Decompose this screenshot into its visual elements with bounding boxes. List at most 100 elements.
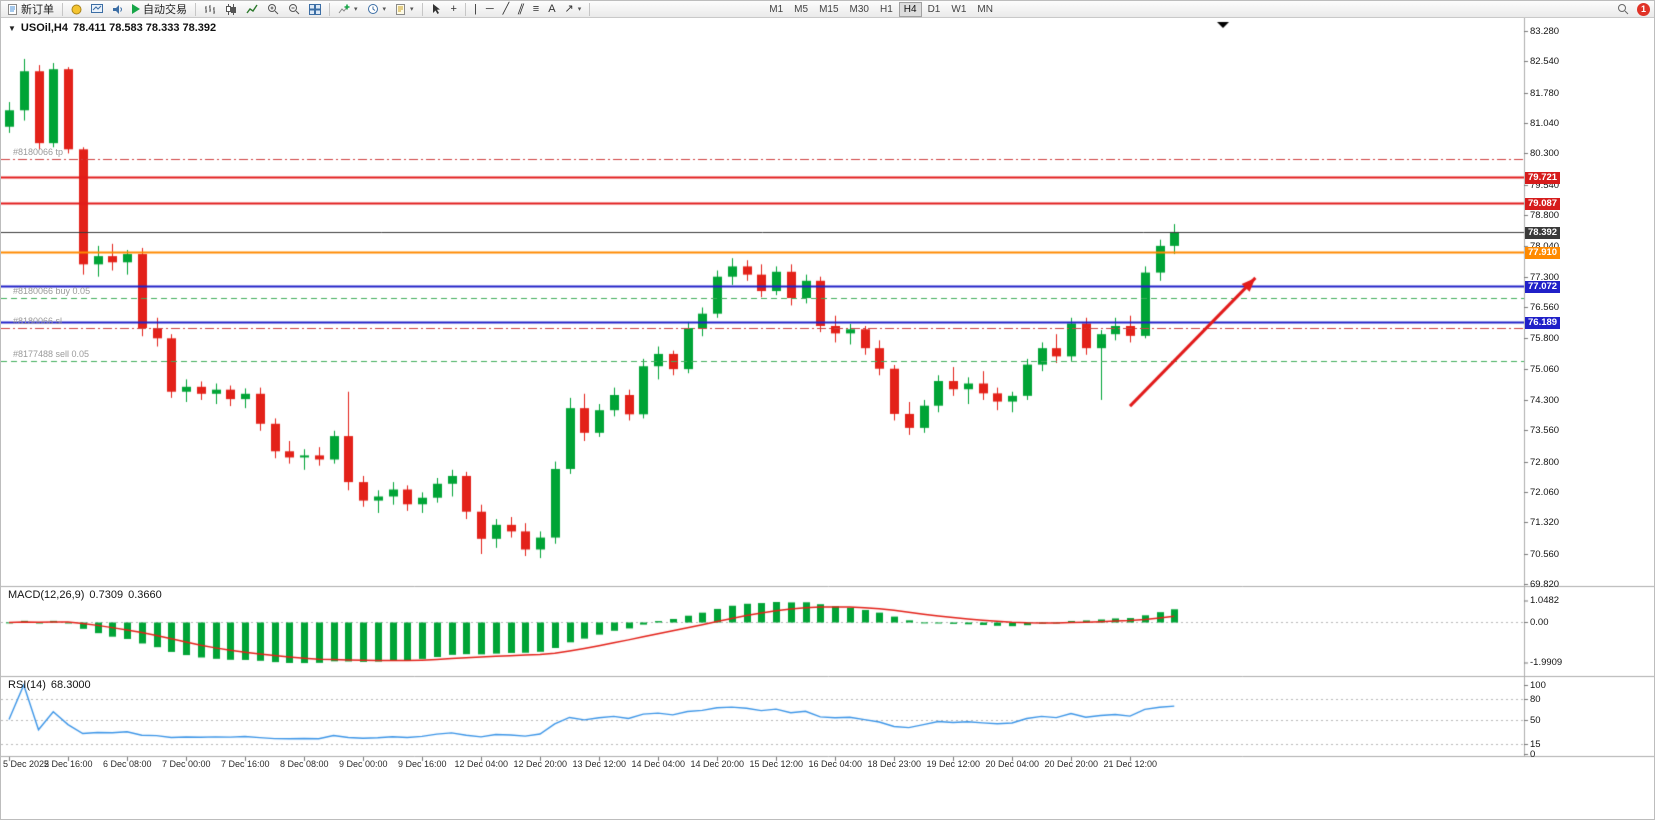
vertical-line-button[interactable]: | xyxy=(470,2,481,17)
line-chart-button[interactable] xyxy=(242,2,262,17)
time-axis-label: 20 Dec 20:00 xyxy=(1044,759,1099,769)
price-axis-label: 75.800 xyxy=(1530,332,1560,344)
crosshair-icon: + xyxy=(450,2,457,15)
speaker-icon xyxy=(113,4,122,14)
timeframe-h1-button[interactable]: H1 xyxy=(875,2,898,17)
time-axis-label: 15 Dec 12:00 xyxy=(749,759,804,769)
candlestick-chart-icon xyxy=(226,3,236,15)
timeframe-h4-button[interactable]: H4 xyxy=(898,1,922,17)
rsi-axis-label: 100 xyxy=(1530,679,1546,691)
price-axis-label: 78.800 xyxy=(1530,209,1560,221)
rsi-axis-label: 15 xyxy=(1530,738,1541,750)
market-button[interactable] xyxy=(67,2,86,17)
time-axis-label: 9 Dec 00:00 xyxy=(339,759,388,769)
timeframe-m1-button[interactable]: M1 xyxy=(764,2,788,17)
price-axis-label: 83.280 xyxy=(1530,25,1560,37)
price-axis-label: 81.780 xyxy=(1530,87,1560,99)
toolbar-separator xyxy=(195,2,196,16)
trendline-button[interactable]: ╱ xyxy=(499,2,514,17)
zoom-in-icon xyxy=(268,4,279,15)
zoom-out-icon xyxy=(289,4,300,15)
chart-symbol-period: USOil,H4 xyxy=(20,22,68,34)
line-chart-icon xyxy=(246,4,258,13)
text-tool-icon: A xyxy=(548,2,556,15)
price-level-tag: 77.072 xyxy=(1525,280,1561,293)
price-axis-label: 76.560 xyxy=(1530,301,1560,313)
price-axis-label: 71.320 xyxy=(1530,516,1560,528)
dropdown-arrow-icon: ▾ xyxy=(410,6,414,13)
toolbar: 新订单 自动交易 xyxy=(1,1,1654,18)
order-label: #8180066 tp xyxy=(13,147,64,158)
fibonacci-icon: ≡ xyxy=(532,2,540,15)
timeframe-m5-button[interactable]: M5 xyxy=(789,2,813,17)
timeframe-mn-button[interactable]: MN xyxy=(972,2,998,17)
chart-area[interactable] xyxy=(1,18,1654,819)
indicators-button[interactable]: ▾ xyxy=(334,2,362,17)
macd-axis-label: -1.9909 xyxy=(1530,657,1563,668)
search-button[interactable] xyxy=(1613,2,1633,17)
price-level-tag: 76.189 xyxy=(1525,316,1561,329)
bar-chart-button[interactable] xyxy=(200,2,220,17)
notifications-badge[interactable]: 1 xyxy=(1637,2,1650,16)
rsi-axis-label: 0 xyxy=(1530,748,1536,760)
text-tool-button[interactable]: A xyxy=(544,2,559,17)
timeframe-m30-button[interactable]: M30 xyxy=(845,2,874,17)
zoom-in-button[interactable] xyxy=(263,2,283,17)
timeframe-d1-button[interactable]: D1 xyxy=(923,2,946,17)
horizontal-line-button[interactable]: ─ xyxy=(482,2,498,17)
collapse-arrow-icon: ▼ xyxy=(8,23,16,33)
time-axis-label: 16 Dec 04:00 xyxy=(808,759,863,769)
timeframe-toolbar: M1 M5 M15 M30 H1 H4 D1 W1 MN xyxy=(764,1,998,17)
order-label: #8180066 buy 0.05 xyxy=(13,286,91,297)
time-axis-label: 13 Dec 12:00 xyxy=(572,759,627,769)
chart-window-icon xyxy=(91,3,103,13)
templates-button[interactable]: ▾ xyxy=(391,2,418,17)
tile-windows-button[interactable] xyxy=(305,2,325,17)
rsi-axis-label: 80 xyxy=(1530,693,1541,705)
auto-trading-button[interactable]: 自动交易 xyxy=(128,2,191,17)
new-order-button[interactable]: 新订单 xyxy=(3,2,58,17)
zoom-out-button[interactable] xyxy=(284,2,304,17)
macd-label: MACD(12,26,9) xyxy=(8,589,85,601)
candlestick-chart-button[interactable] xyxy=(221,2,241,17)
time-axis-label: 19 Dec 12:00 xyxy=(926,759,981,769)
charts-button[interactable] xyxy=(87,2,107,17)
rsi-value: 68.3000 xyxy=(50,679,91,691)
time-axis-label: 14 Dec 20:00 xyxy=(690,759,745,769)
sounds-button[interactable] xyxy=(108,2,127,17)
template-icon xyxy=(396,3,406,15)
time-axis-label: 6 Dec 08:00 xyxy=(103,759,152,769)
price-axis-label: 72.060 xyxy=(1530,486,1560,498)
crosshair-button[interactable]: + xyxy=(447,2,461,17)
tile-windows-icon xyxy=(309,3,321,15)
timeframe-w1-button[interactable]: W1 xyxy=(946,2,971,17)
dropdown-arrow-icon: ▾ xyxy=(354,6,358,13)
macd-main-value: 0.7309 xyxy=(89,589,124,601)
cursor-button[interactable] xyxy=(427,2,446,17)
order-label: #8180066 sl xyxy=(13,316,63,327)
rsi-axis-label: 50 xyxy=(1530,714,1541,726)
macd-indicator-title: MACD(12,26,9) 0.7309 0.3660 xyxy=(8,589,162,601)
time-axis-label: 5 Dec 16:00 xyxy=(44,759,93,769)
price-level-tag: 77.910 xyxy=(1525,246,1561,259)
toolbar-separator xyxy=(589,2,591,16)
vertical-line-icon: | xyxy=(473,2,477,15)
time-axis-label: 12 Dec 20:00 xyxy=(513,759,568,769)
cursor-icon xyxy=(432,4,440,14)
timeframe-m15-button[interactable]: M15 xyxy=(814,2,843,17)
indicators-plus-icon xyxy=(338,4,350,13)
order-label: #8177488 sell 0.05 xyxy=(13,348,90,359)
auto-trading-label: 自动交易 xyxy=(143,4,187,16)
periods-button[interactable]: ▾ xyxy=(363,2,391,17)
time-axis-label: 8 Dec 08:00 xyxy=(280,759,329,769)
search-icon xyxy=(1618,4,1629,15)
channel-button[interactable]: ∥ xyxy=(514,2,528,17)
price-axis-label: 74.300 xyxy=(1530,394,1560,406)
time-axis-label: 12 Dec 04:00 xyxy=(454,759,509,769)
price-level-tag: 79.721 xyxy=(1525,171,1561,184)
arrows-tool-button[interactable]: ↗ ▾ xyxy=(561,2,586,17)
chart-ohlc-values: 78.411 78.583 78.333 78.392 xyxy=(73,22,217,34)
fibonacci-button[interactable]: ≡ xyxy=(529,2,543,17)
macd-signal-value: 0.3660 xyxy=(128,589,162,601)
